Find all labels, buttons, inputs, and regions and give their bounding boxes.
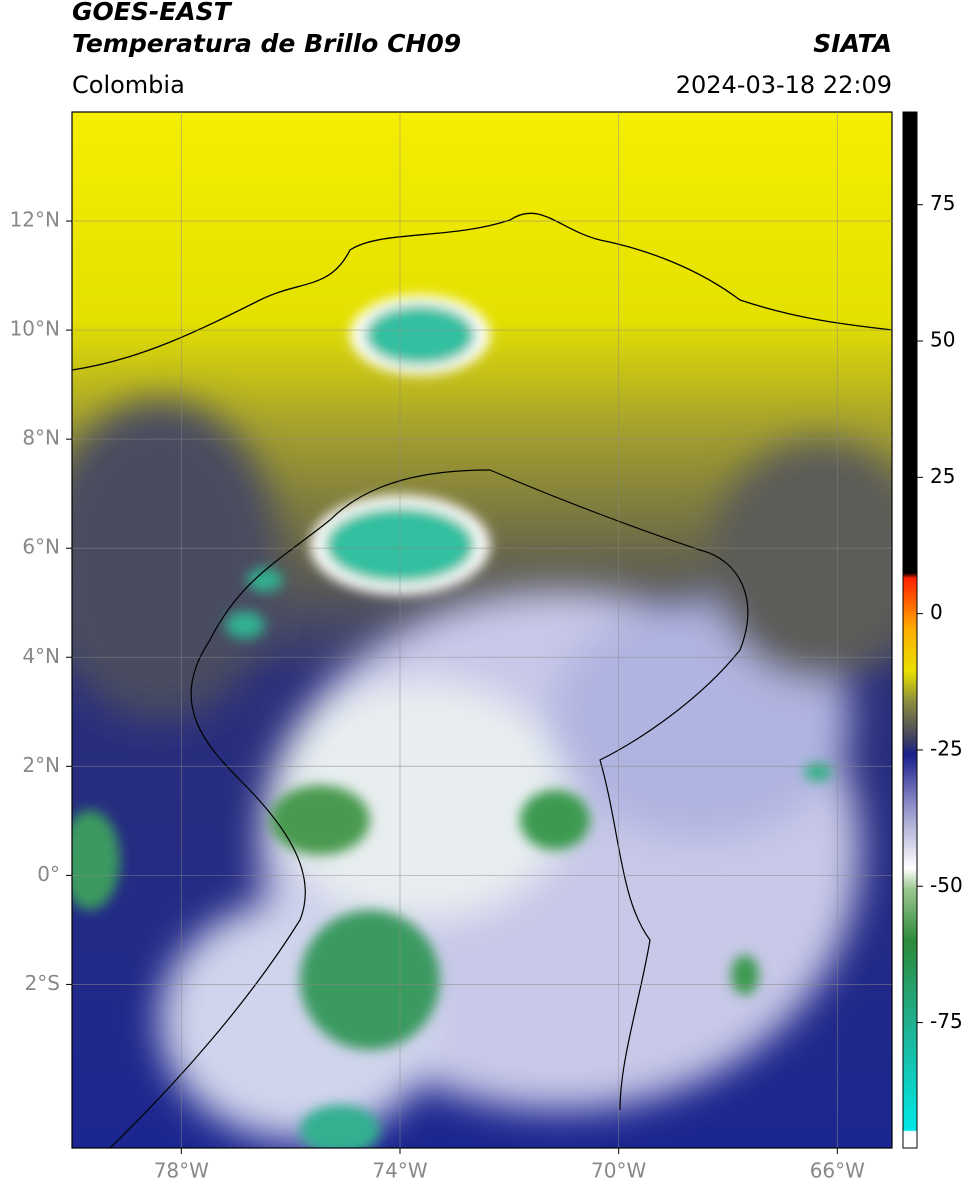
title: GOES-EAST <box>72 0 233 26</box>
colorbar-tick-label: 50 <box>930 328 955 352</box>
colorbar-tick-label: 25 <box>930 464 955 488</box>
colorbar-tick-label: -50 <box>930 873 963 897</box>
colorbar <box>902 111 918 1149</box>
colorbar-tick-label: 75 <box>930 191 955 215</box>
x-tick-label: 66°W <box>810 1159 865 1183</box>
y-tick-label: 8°N <box>22 426 60 450</box>
subtitle: Temperatura de Brillo CH09 <box>72 29 461 58</box>
y-tick-label: 6°N <box>22 535 60 559</box>
colorbar-tick-label: -75 <box>930 1009 963 1033</box>
datetime: 2024-03-18 22:09 <box>676 71 892 99</box>
map-frame <box>71 111 893 1149</box>
y-tick-label: 4°N <box>22 644 60 668</box>
x-tick-label: 78°W <box>154 1159 209 1183</box>
source: SIATA <box>813 29 892 58</box>
y-tick-label: 0° <box>37 862 60 886</box>
x-tick-label: 70°W <box>591 1159 646 1183</box>
y-tick-label: 2°N <box>22 753 60 777</box>
colorbar-tick-label: -25 <box>930 736 963 760</box>
satellite-image <box>72 112 892 1148</box>
region: Colombia <box>72 71 185 99</box>
y-tick-label: 12°N <box>10 208 60 232</box>
colorbar-tick-label: 0 <box>930 600 943 624</box>
y-tick-label: 10°N <box>10 317 60 341</box>
y-tick-label: 2°S <box>25 971 60 995</box>
x-tick-label: 74°W <box>372 1159 427 1183</box>
